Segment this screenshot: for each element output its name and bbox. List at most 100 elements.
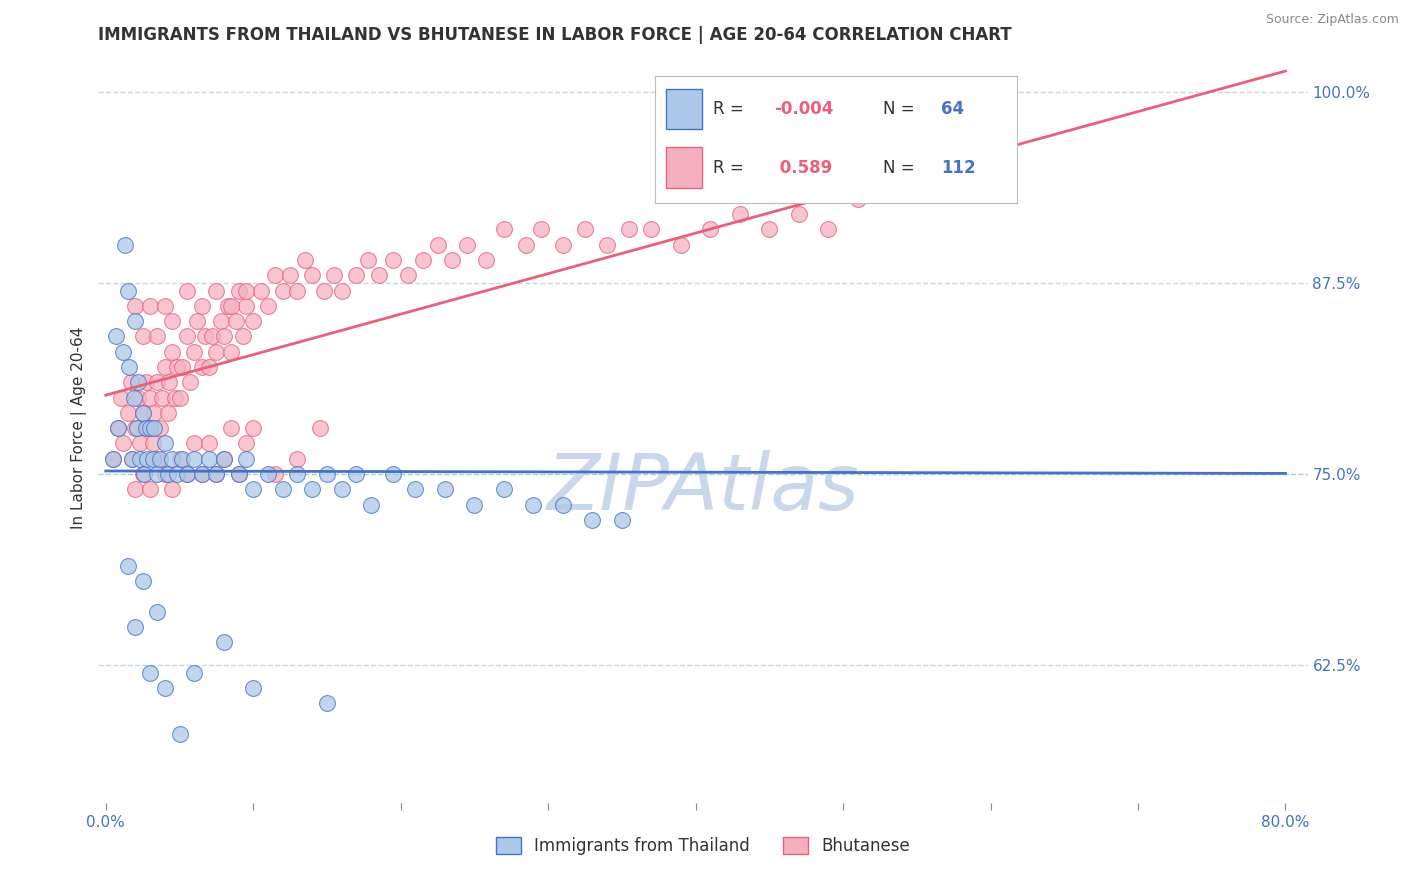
Point (323, 268, 346, 283)
Point (212, 329, 235, 343)
Point (110, 391, 132, 405)
Point (426, 237, 449, 252)
Point (176, 467, 198, 481)
Point (212, 451, 235, 466)
Point (131, 467, 153, 481)
Point (124, 299, 146, 313)
Point (456, 237, 478, 252)
Point (257, 299, 280, 313)
Text: ZIPAtlas: ZIPAtlas (547, 450, 859, 526)
Point (619, 222, 641, 236)
Point (136, 451, 159, 466)
Point (581, 513, 603, 527)
Point (316, 467, 339, 481)
Point (242, 483, 264, 497)
Point (758, 222, 780, 236)
Point (205, 344, 228, 359)
Point (153, 681, 176, 695)
Point (382, 467, 405, 481)
Point (160, 483, 183, 497)
Point (157, 376, 180, 390)
Point (492, 483, 515, 497)
Point (278, 268, 301, 283)
Point (146, 329, 169, 343)
Point (225, 314, 247, 328)
Point (205, 467, 228, 481)
Point (176, 329, 198, 343)
Point (475, 252, 498, 267)
Point (551, 498, 574, 512)
Point (131, 406, 153, 420)
Point (209, 314, 232, 328)
Point (235, 284, 257, 298)
Point (127, 391, 149, 405)
Point (160, 344, 183, 359)
Point (217, 299, 239, 313)
Point (228, 467, 250, 481)
Point (669, 237, 692, 252)
Point (357, 252, 380, 267)
Point (142, 451, 165, 466)
Point (301, 268, 323, 283)
Point (551, 237, 574, 252)
Point (124, 421, 146, 435)
Point (264, 467, 287, 481)
Point (131, 406, 153, 420)
Point (134, 467, 156, 481)
Point (522, 498, 544, 512)
Point (198, 359, 221, 374)
Point (117, 284, 139, 298)
Point (396, 268, 419, 283)
Point (610, 513, 633, 527)
Point (107, 421, 129, 435)
Point (817, 222, 839, 236)
Point (787, 207, 810, 221)
Point (139, 299, 162, 313)
Point (160, 451, 183, 466)
Point (139, 421, 162, 435)
Point (139, 483, 162, 497)
Point (125, 421, 148, 435)
Point (212, 635, 235, 649)
Point (228, 467, 250, 481)
Point (249, 284, 271, 298)
Point (179, 376, 201, 390)
Point (153, 359, 176, 374)
Point (235, 451, 257, 466)
Point (463, 498, 485, 512)
Point (316, 697, 339, 711)
Point (228, 284, 250, 298)
Text: IMMIGRANTS FROM THAILAND VS BHUTANESE IN LABOR FORCE | AGE 20-64 CORRELATION CHA: IMMIGRANTS FROM THAILAND VS BHUTANESE IN… (98, 26, 1012, 44)
Point (287, 451, 309, 466)
Point (596, 237, 619, 252)
Point (235, 436, 257, 450)
Point (165, 391, 187, 405)
Point (201, 329, 224, 343)
Point (183, 451, 205, 466)
Point (101, 451, 124, 466)
Point (190, 467, 212, 481)
Point (190, 467, 212, 481)
Point (219, 344, 242, 359)
Point (242, 314, 264, 328)
Point (640, 222, 662, 236)
Point (139, 391, 162, 405)
Point (143, 421, 166, 435)
Point (242, 421, 264, 435)
Point (271, 284, 294, 298)
Point (105, 329, 128, 343)
Point (153, 467, 176, 481)
Point (112, 344, 135, 359)
Point (124, 620, 146, 634)
Point (183, 344, 205, 359)
Point (127, 376, 149, 390)
Point (128, 436, 150, 450)
Point (301, 483, 323, 497)
Point (205, 284, 228, 298)
Point (382, 252, 405, 267)
Point (205, 467, 228, 481)
Point (330, 284, 353, 298)
Point (235, 299, 257, 313)
Point (360, 498, 382, 512)
Point (169, 451, 191, 466)
